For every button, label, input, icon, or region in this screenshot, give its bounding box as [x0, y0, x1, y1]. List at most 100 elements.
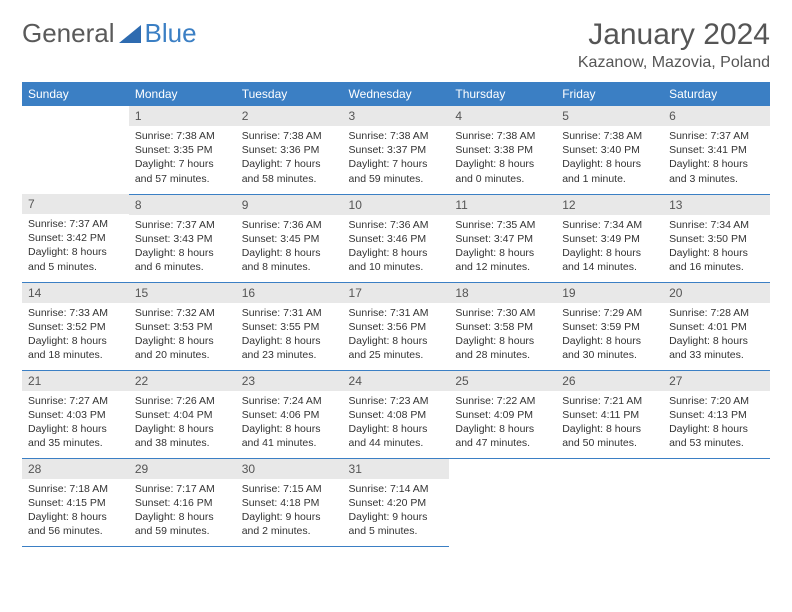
daylight-text: Daylight: 8 hours and 20 minutes. — [135, 334, 230, 362]
sunset-text: Sunset: 4:16 PM — [135, 496, 230, 510]
calendar-day-cell: 19Sunrise: 7:29 AMSunset: 3:59 PMDayligh… — [556, 282, 663, 370]
weekday-header: Saturday — [663, 82, 770, 106]
calendar-day-cell: 12Sunrise: 7:34 AMSunset: 3:49 PMDayligh… — [556, 194, 663, 282]
calendar-day-cell: 4Sunrise: 7:38 AMSunset: 3:38 PMDaylight… — [449, 106, 556, 194]
sunrise-text: Sunrise: 7:17 AM — [135, 482, 230, 496]
calendar-day-cell — [556, 458, 663, 546]
day-number: 3 — [343, 106, 450, 126]
day-number: 29 — [129, 459, 236, 479]
sunset-text: Sunset: 4:04 PM — [135, 408, 230, 422]
daylight-text: Daylight: 8 hours and 35 minutes. — [28, 422, 123, 450]
daylight-text: Daylight: 8 hours and 38 minutes. — [135, 422, 230, 450]
day-number: 12 — [556, 195, 663, 215]
sunrise-text: Sunrise: 7:14 AM — [349, 482, 444, 496]
day-number: 10 — [343, 195, 450, 215]
page-header: General Blue January 2024 Kazanow, Mazov… — [22, 18, 770, 72]
sunset-text: Sunset: 3:56 PM — [349, 320, 444, 334]
calendar-day-cell: 31Sunrise: 7:14 AMSunset: 4:20 PMDayligh… — [343, 458, 450, 546]
calendar-day-cell: 24Sunrise: 7:23 AMSunset: 4:08 PMDayligh… — [343, 370, 450, 458]
sunset-text: Sunset: 3:58 PM — [455, 320, 550, 334]
daylight-text: Daylight: 8 hours and 1 minute. — [562, 157, 657, 185]
calendar-day-cell: 3Sunrise: 7:38 AMSunset: 3:37 PMDaylight… — [343, 106, 450, 194]
calendar-day-cell: 6Sunrise: 7:37 AMSunset: 3:41 PMDaylight… — [663, 106, 770, 194]
daylight-text: Daylight: 8 hours and 41 minutes. — [242, 422, 337, 450]
day-number: 1 — [129, 106, 236, 126]
day-number: 9 — [236, 195, 343, 215]
daylight-text: Daylight: 9 hours and 2 minutes. — [242, 510, 337, 538]
day-content: Sunrise: 7:33 AMSunset: 3:52 PMDaylight:… — [22, 303, 129, 367]
day-content: Sunrise: 7:17 AMSunset: 4:16 PMDaylight:… — [129, 479, 236, 543]
daylight-text: Daylight: 8 hours and 3 minutes. — [669, 157, 764, 185]
day-content: Sunrise: 7:26 AMSunset: 4:04 PMDaylight:… — [129, 391, 236, 455]
calendar-day-cell: 23Sunrise: 7:24 AMSunset: 4:06 PMDayligh… — [236, 370, 343, 458]
daylight-text: Daylight: 8 hours and 10 minutes. — [349, 246, 444, 274]
daylight-text: Daylight: 8 hours and 28 minutes. — [455, 334, 550, 362]
calendar-day-cell: 10Sunrise: 7:36 AMSunset: 3:46 PMDayligh… — [343, 194, 450, 282]
day-number: 21 — [22, 371, 129, 391]
sunrise-text: Sunrise: 7:15 AM — [242, 482, 337, 496]
calendar-day-cell: 21Sunrise: 7:27 AMSunset: 4:03 PMDayligh… — [22, 370, 129, 458]
sunrise-text: Sunrise: 7:31 AM — [242, 306, 337, 320]
sunrise-text: Sunrise: 7:35 AM — [455, 218, 550, 232]
daylight-text: Daylight: 8 hours and 44 minutes. — [349, 422, 444, 450]
sunrise-text: Sunrise: 7:37 AM — [669, 129, 764, 143]
day-number: 23 — [236, 371, 343, 391]
calendar-day-cell: 17Sunrise: 7:31 AMSunset: 3:56 PMDayligh… — [343, 282, 450, 370]
calendar-day-cell: 13Sunrise: 7:34 AMSunset: 3:50 PMDayligh… — [663, 194, 770, 282]
sunrise-text: Sunrise: 7:29 AM — [562, 306, 657, 320]
day-number: 6 — [663, 106, 770, 126]
daylight-text: Daylight: 8 hours and 33 minutes. — [669, 334, 764, 362]
sunrise-text: Sunrise: 7:32 AM — [135, 306, 230, 320]
day-content: Sunrise: 7:35 AMSunset: 3:47 PMDaylight:… — [449, 215, 556, 279]
day-content: Sunrise: 7:38 AMSunset: 3:37 PMDaylight:… — [343, 126, 450, 190]
day-content: Sunrise: 7:31 AMSunset: 3:55 PMDaylight:… — [236, 303, 343, 367]
daylight-text: Daylight: 8 hours and 23 minutes. — [242, 334, 337, 362]
calendar-day-cell: 29Sunrise: 7:17 AMSunset: 4:16 PMDayligh… — [129, 458, 236, 546]
sunrise-text: Sunrise: 7:38 AM — [455, 129, 550, 143]
sunset-text: Sunset: 3:42 PM — [28, 231, 123, 245]
calendar-week-row: 21Sunrise: 7:27 AMSunset: 4:03 PMDayligh… — [22, 370, 770, 458]
day-number: 8 — [129, 195, 236, 215]
day-content: Sunrise: 7:31 AMSunset: 3:56 PMDaylight:… — [343, 303, 450, 367]
daylight-text: Daylight: 8 hours and 18 minutes. — [28, 334, 123, 362]
sunset-text: Sunset: 3:40 PM — [562, 143, 657, 157]
sunset-text: Sunset: 4:15 PM — [28, 496, 123, 510]
day-number: 31 — [343, 459, 450, 479]
weekday-header: Friday — [556, 82, 663, 106]
daylight-text: Daylight: 7 hours and 58 minutes. — [242, 157, 337, 185]
day-content: Sunrise: 7:37 AMSunset: 3:43 PMDaylight:… — [129, 215, 236, 279]
day-content: Sunrise: 7:32 AMSunset: 3:53 PMDaylight:… — [129, 303, 236, 367]
sunset-text: Sunset: 4:08 PM — [349, 408, 444, 422]
day-content: Sunrise: 7:38 AMSunset: 3:40 PMDaylight:… — [556, 126, 663, 190]
sunset-text: Sunset: 3:53 PM — [135, 320, 230, 334]
weekday-header: Sunday — [22, 82, 129, 106]
day-number: 24 — [343, 371, 450, 391]
calendar-day-cell: 2Sunrise: 7:38 AMSunset: 3:36 PMDaylight… — [236, 106, 343, 194]
sunrise-text: Sunrise: 7:26 AM — [135, 394, 230, 408]
day-number: 30 — [236, 459, 343, 479]
sunrise-text: Sunrise: 7:38 AM — [135, 129, 230, 143]
day-content: Sunrise: 7:36 AMSunset: 3:45 PMDaylight:… — [236, 215, 343, 279]
calendar-day-cell: 18Sunrise: 7:30 AMSunset: 3:58 PMDayligh… — [449, 282, 556, 370]
day-number: 2 — [236, 106, 343, 126]
location-text: Kazanow, Mazovia, Poland — [578, 54, 770, 72]
sunrise-text: Sunrise: 7:36 AM — [349, 218, 444, 232]
day-number: 15 — [129, 283, 236, 303]
sunset-text: Sunset: 4:09 PM — [455, 408, 550, 422]
day-number: 13 — [663, 195, 770, 215]
calendar-week-row: 28Sunrise: 7:18 AMSunset: 4:15 PMDayligh… — [22, 458, 770, 546]
daylight-text: Daylight: 9 hours and 5 minutes. — [349, 510, 444, 538]
daylight-text: Daylight: 8 hours and 5 minutes. — [28, 245, 123, 273]
weekday-header: Tuesday — [236, 82, 343, 106]
weekday-header: Monday — [129, 82, 236, 106]
logo-triangle-icon — [119, 25, 141, 43]
day-number: 25 — [449, 371, 556, 391]
day-content: Sunrise: 7:38 AMSunset: 3:35 PMDaylight:… — [129, 126, 236, 190]
sunset-text: Sunset: 3:38 PM — [455, 143, 550, 157]
calendar-day-cell: 20Sunrise: 7:28 AMSunset: 4:01 PMDayligh… — [663, 282, 770, 370]
day-number: 27 — [663, 371, 770, 391]
day-number: 22 — [129, 371, 236, 391]
sunset-text: Sunset: 4:11 PM — [562, 408, 657, 422]
day-content: Sunrise: 7:36 AMSunset: 3:46 PMDaylight:… — [343, 215, 450, 279]
day-number: 26 — [556, 371, 663, 391]
